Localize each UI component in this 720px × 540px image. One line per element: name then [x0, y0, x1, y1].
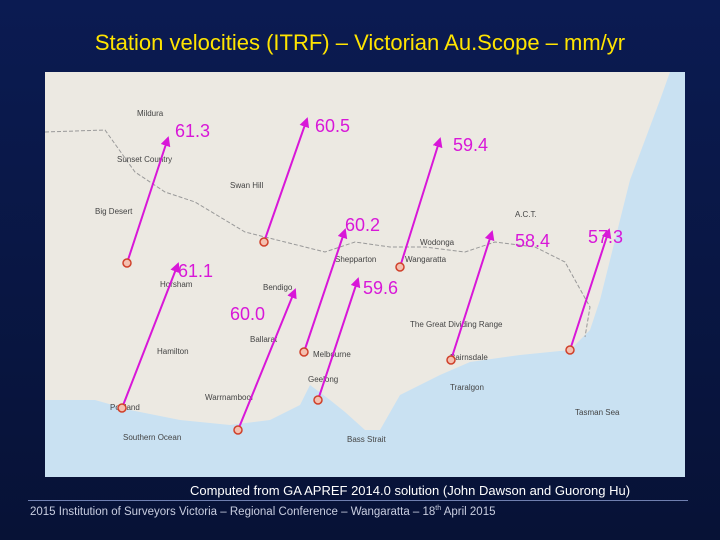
title: Station velocities (ITRF) – Victorian Au… — [94, 30, 626, 55]
station — [259, 237, 269, 247]
velocity-label: 60.2 — [345, 215, 380, 235]
velocity-label: 60.0 — [230, 304, 265, 324]
velocity-arrow — [126, 136, 171, 264]
place-name: Bass Strait — [347, 435, 386, 444]
place-name: Wodonga — [420, 238, 455, 247]
station — [395, 262, 405, 272]
map: Mildura Sunset Country Swan Hill Big Desert… — [45, 72, 685, 477]
overlay: Mildura Sunset Country Swan Hill Big Desert… — [95, 109, 623, 444]
velocity-label: 58.4 — [515, 231, 550, 251]
divider — [28, 500, 688, 501]
place-name: Traralgon — [450, 383, 484, 392]
place-name: Warrnambool — [205, 393, 253, 402]
sea — [45, 72, 685, 477]
velocity-arrow — [263, 117, 310, 243]
velocity-label: 61.1 — [178, 261, 213, 281]
velocity-arrow — [399, 137, 443, 268]
station — [122, 258, 132, 268]
place-name: Shepparton — [335, 255, 376, 264]
velocity-arrow — [121, 262, 180, 409]
footer-sup: th — [435, 505, 442, 512]
place-name: Bendigo — [263, 283, 293, 292]
place-name: Big Desert — [95, 207, 133, 216]
place-name: Horsham — [160, 280, 193, 289]
footer-text: 2015 Institution of Surveyors Victoria –… — [30, 505, 436, 518]
station — [299, 347, 309, 357]
place-name: Geelong — [308, 375, 338, 384]
place-name: Wangaratta — [405, 255, 447, 264]
velocity-arrow — [317, 277, 361, 401]
place-name: The Great Dividing Range — [410, 320, 503, 329]
velocity-label: 57.3 — [588, 227, 623, 247]
velocity-label: 59.4 — [453, 135, 488, 155]
velocity-label: 60.5 — [315, 116, 350, 136]
station — [117, 403, 127, 413]
footer: 2015 Institution of Surveyors Victoria –… — [30, 505, 496, 518]
place-name: Mildura — [137, 109, 164, 118]
velocity-arrow — [303, 228, 348, 353]
place-name: A.C.T. — [515, 210, 537, 219]
velocity-arrow — [569, 228, 612, 351]
place-name: Hamilton — [157, 347, 189, 356]
place-name: Southern Ocean — [123, 433, 181, 442]
velocity-arrow — [237, 288, 297, 431]
velocity-arrow — [450, 230, 495, 361]
velocity-label: 61.3 — [175, 121, 210, 141]
station — [233, 425, 243, 435]
footer-text: April 2015 — [441, 505, 496, 518]
state-border — [45, 129, 591, 338]
station — [446, 355, 456, 365]
place-name: Tasman Sea — [575, 408, 620, 417]
station — [565, 345, 575, 355]
station — [313, 395, 323, 405]
place-name: Bairnsdale — [450, 353, 488, 362]
velocity-label: 59.6 — [363, 278, 398, 298]
place-name: Sunset Country — [117, 155, 172, 164]
place-name: Ballarat — [250, 335, 278, 344]
place-name: Swan Hill — [230, 181, 264, 190]
caption: Computed from GA APREF 2014.0 solution (… — [189, 483, 631, 498]
